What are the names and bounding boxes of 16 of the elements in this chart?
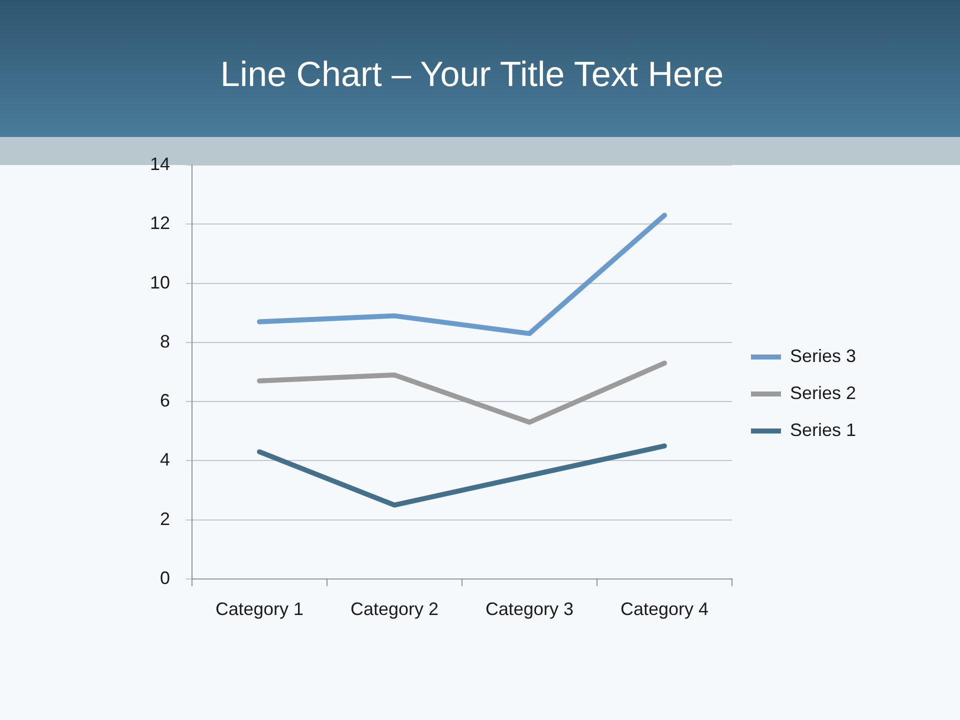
x-tick-label: Category 1 bbox=[215, 598, 304, 619]
y-tick-label: 0 bbox=[160, 568, 170, 588]
chart-title: Line Chart – Your Title Text Here bbox=[219, 54, 725, 96]
legend-label: Series 1 bbox=[790, 420, 856, 440]
x-tick-label: Category 4 bbox=[620, 598, 709, 619]
legend-label: Series 3 bbox=[790, 346, 856, 366]
x-tick-label: Category 2 bbox=[350, 598, 439, 619]
y-tick-label: 4 bbox=[160, 450, 170, 470]
x-tick-label: Category 3 bbox=[485, 598, 574, 619]
y-tick-label: 14 bbox=[150, 154, 170, 174]
y-tick-label: 10 bbox=[150, 272, 170, 292]
legend-label: Series 2 bbox=[790, 382, 856, 403]
y-tick-label: 2 bbox=[160, 508, 170, 529]
y-tick-label: 6 bbox=[160, 390, 170, 411]
y-tick-label: 8 bbox=[160, 331, 170, 352]
y-tick-label: 12 bbox=[150, 213, 170, 234]
